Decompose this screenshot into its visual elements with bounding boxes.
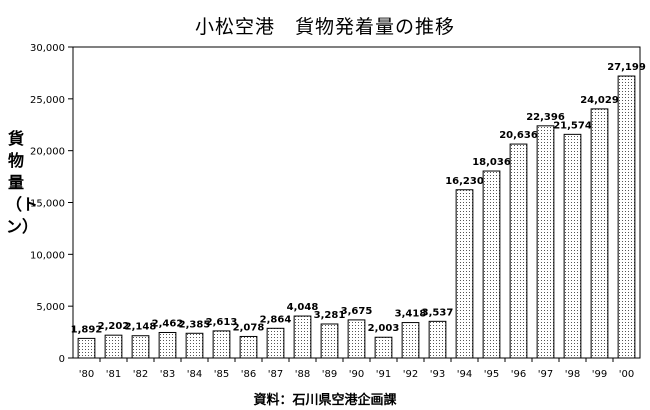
bars <box>77 75 636 359</box>
x-tick-label: '89 <box>322 369 337 380</box>
bar <box>374 336 393 359</box>
y-tick-label: 5,000 <box>36 302 65 313</box>
x-tick-label: '99 <box>592 369 607 380</box>
x-tick-label: '85 <box>214 369 229 380</box>
y-tick-label: 30,000 <box>30 43 65 54</box>
bar <box>131 335 150 359</box>
data-label: 2,078 <box>233 322 265 333</box>
data-label: 4,048 <box>287 302 319 313</box>
x-tick-label: '82 <box>133 369 148 380</box>
data-label: 3,675 <box>341 306 373 317</box>
data-label: 2,202 <box>98 321 130 332</box>
data-label: 2,613 <box>206 317 238 328</box>
data-label: 2,003 <box>368 323 400 334</box>
data-label: 2,864 <box>260 314 292 325</box>
x-tick-label: '88 <box>295 369 310 380</box>
x-tick-label: '93 <box>430 369 445 380</box>
bar <box>617 75 636 359</box>
x-tick-label: '95 <box>484 369 499 380</box>
data-label: 1,892 <box>71 324 103 335</box>
x-tick-label: '81 <box>106 369 121 380</box>
x-tick-label: '96 <box>511 369 526 380</box>
y-tick-label: 10,000 <box>30 250 65 261</box>
bar <box>347 319 366 359</box>
data-label: 2,385 <box>179 319 211 330</box>
bar <box>104 334 123 359</box>
y-tick-label: 20,000 <box>30 147 65 158</box>
data-label: 18,036 <box>472 157 511 168</box>
x-tick-label: '97 <box>538 369 553 380</box>
data-label: 3,537 <box>422 307 454 318</box>
bar <box>77 337 96 359</box>
x-tick-label: '90 <box>349 369 364 380</box>
bar <box>563 133 582 359</box>
bar <box>536 125 555 359</box>
x-tick-label: '94 <box>457 369 472 380</box>
bar <box>212 330 231 359</box>
x-tick-label: '00 <box>619 369 634 380</box>
y-tick-label: 25,000 <box>30 95 65 106</box>
x-tick-label: '98 <box>565 369 580 380</box>
x-tick-label: '83 <box>160 369 175 380</box>
x-tick-label: '91 <box>376 369 391 380</box>
bar <box>509 143 528 359</box>
data-label: 2,148 <box>125 322 157 333</box>
data-label: 22,396 <box>526 112 565 123</box>
bar <box>428 320 447 359</box>
bar <box>320 323 339 359</box>
x-tick-label: '92 <box>403 369 418 380</box>
x-tick-label: '87 <box>268 369 283 380</box>
data-label: 2,462 <box>152 318 184 329</box>
data-label: 27,199 <box>607 62 646 73</box>
x-tick-label: '86 <box>241 369 256 380</box>
data-label: 3,281 <box>314 310 346 321</box>
data-label: 21,574 <box>553 120 592 131</box>
bar <box>455 189 474 359</box>
data-label: 20,636 <box>499 130 538 141</box>
source-note: 資料：石川県空港企画課 <box>253 393 397 408</box>
y-tick-label: 0 <box>59 354 65 365</box>
chart-title: 小松空港 貨物発着量の推移 <box>194 16 455 38</box>
bar <box>293 315 312 359</box>
bar <box>482 170 501 359</box>
bar <box>590 108 609 359</box>
bar <box>401 322 420 359</box>
data-label: 24,029 <box>580 95 619 106</box>
x-tick-label: '80 <box>79 369 94 380</box>
bar <box>239 335 258 359</box>
y-tick-label: 15,000 <box>30 199 65 210</box>
bar <box>185 332 204 359</box>
bar <box>266 327 285 359</box>
x-tick-label: '84 <box>187 369 202 380</box>
bar <box>158 331 177 359</box>
data-label: 3,418 <box>395 309 427 320</box>
data-labels: 1,8922,2022,1482,4622,3852,6132,0782,864… <box>71 62 646 335</box>
data-label: 16,230 <box>445 176 484 187</box>
